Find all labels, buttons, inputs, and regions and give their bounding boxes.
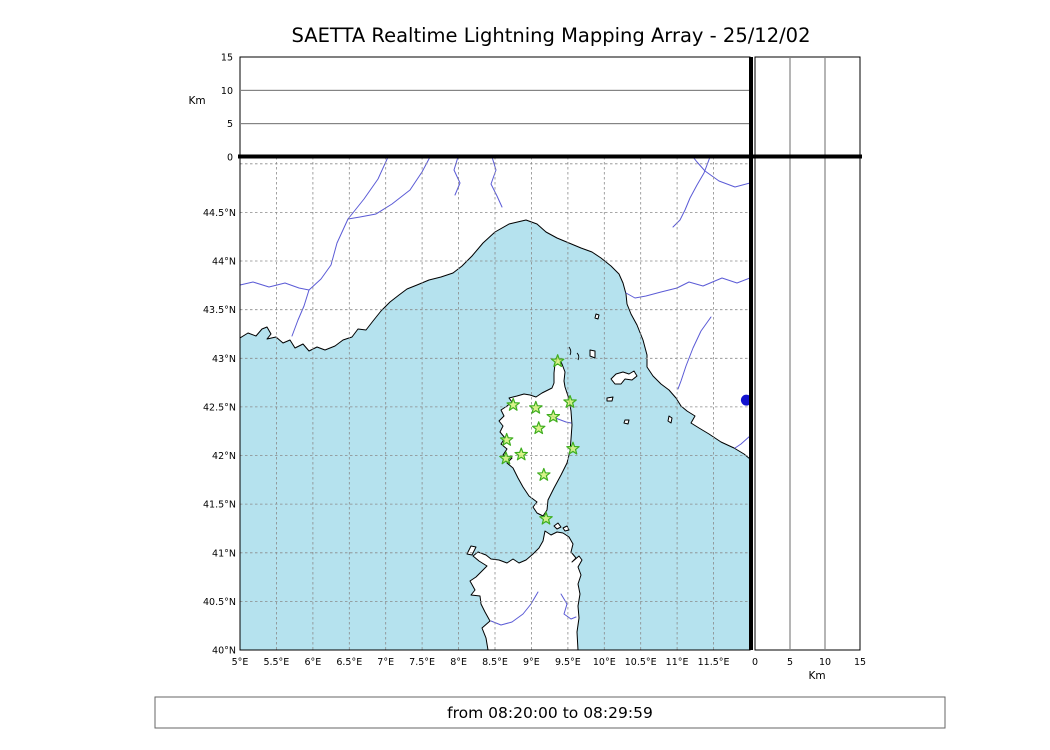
lon-ticks: 5°E 5.5°E 6°E 6.5°E 7°E 7.5°E 8°E 8.5°E 9°E 9.5°E… [232, 657, 730, 668]
lon-tick-label: 5°E [232, 657, 249, 668]
island-maddalena [553, 522, 562, 530]
lon-tick-label: 8.5°E [482, 657, 508, 668]
lon-tick-label: 5.5°E [263, 657, 289, 668]
island-montecristo [623, 419, 630, 425]
river-line [677, 316, 712, 390]
lon-tick-label: 9.5°E [555, 657, 581, 668]
right-altitude-panel [754, 56, 861, 651]
lon-tick-label: 10°E [593, 657, 616, 668]
top-altitude-tick-label: 5 [227, 119, 233, 130]
river-line [560, 593, 577, 620]
station-marker [539, 511, 553, 525]
lon-tick-label: 11°E [666, 657, 689, 668]
islet-mark [576, 352, 580, 361]
top-altitude-tick-label: 10 [221, 86, 233, 97]
marker-layer [740, 394, 750, 406]
stations-layer [499, 354, 580, 525]
km-label-right: Km [808, 670, 825, 682]
station-marker [529, 400, 543, 414]
island-asinara [466, 545, 477, 556]
lat-tick-label: 41.5°N [203, 500, 236, 511]
island-pianosa [606, 396, 614, 402]
island-capraia [589, 349, 596, 359]
island-elba [610, 370, 638, 385]
station-marker [499, 451, 513, 465]
station-marker [537, 467, 551, 481]
station-marker [514, 447, 529, 461]
river-line [490, 157, 503, 208]
station-marker [546, 409, 561, 423]
river-line [692, 157, 750, 188]
station-marker [499, 432, 514, 446]
coastline-mainland [240, 157, 750, 460]
lon-tick-label: 6.5°E [336, 657, 362, 668]
right-panel-ticks: 0 5 10 15 [752, 657, 866, 668]
station-marker [531, 421, 546, 435]
coastline-sardinia [469, 530, 583, 650]
page-title: SAETTA Realtime Lightning Mapping Array … [292, 24, 811, 47]
rivers [240, 157, 750, 626]
river-line [734, 435, 750, 449]
island-gorgona [594, 313, 600, 320]
event-marker-dot [740, 394, 750, 406]
river-line [240, 281, 310, 291]
map-grid [240, 157, 750, 650]
thick-separator-vertical [749, 57, 753, 650]
right-altitude-tick-label: 10 [819, 657, 831, 668]
top-panel-ticks: 0 5 10 15 [221, 53, 233, 164]
thick-separator-horizontal [238, 154, 862, 159]
top-altitude-panel [239, 56, 751, 158]
lat-ticks: 44.5°N 44°N 43.5°N 43°N 42.5°N 42°N 41.5°N 41°N… [203, 208, 236, 657]
landmasses [240, 157, 750, 650]
km-label-top: Km [188, 95, 205, 107]
top-panel-box [239, 56, 751, 158]
footer: from 08:20:00 to 08:29:59 [154, 696, 946, 729]
lon-tick-label: 7°E [377, 657, 394, 668]
lat-tick-label: 43.5°N [203, 305, 236, 316]
river-line [490, 591, 539, 626]
lon-tick-label: 7.5°E [409, 657, 435, 668]
tick-labels: 0 5 10 15 Km 44.5°N 44°N 43.5°N 43°N 42.5°N 42°N… [188, 53, 866, 683]
lat-tick-label: 42°N [212, 451, 236, 462]
station-marker [566, 441, 580, 455]
lat-tick-label: 43°N [212, 354, 236, 365]
lon-tick-label: 10.5°E [625, 657, 657, 668]
station-marker [563, 394, 577, 408]
lon-tick-label: 11.5°E [698, 657, 730, 668]
coastline-corsica [498, 356, 573, 517]
right-panel-box [754, 56, 861, 651]
footer-text: from 08:20:00 to 08:29:59 [447, 704, 653, 722]
lon-tick-label: 9°E [523, 657, 540, 668]
lat-tick-label: 42.5°N [203, 402, 236, 413]
river-line [672, 157, 711, 228]
lat-tick-label: 44°N [212, 257, 236, 268]
lat-tick-label: 40.5°N [203, 597, 236, 608]
footer-box [154, 696, 946, 729]
top-panel-grid [241, 89, 749, 125]
lat-tick-label: 44.5°N [203, 208, 236, 219]
top-altitude-tick-label: 15 [221, 53, 233, 64]
lat-tick-label: 40°N [212, 646, 236, 657]
lat-tick-label: 41°N [212, 548, 236, 559]
coast-details [568, 346, 580, 361]
right-altitude-tick-label: 5 [787, 657, 793, 668]
right-altitude-tick-label: 0 [752, 657, 758, 668]
islet-mark [568, 346, 572, 356]
top-altitude-tick-label: 0 [227, 153, 233, 164]
station-marker [506, 397, 520, 411]
station-marker [550, 354, 565, 368]
right-altitude-tick-label: 15 [854, 657, 866, 668]
lon-tick-label: 6°E [305, 657, 322, 668]
river-line [291, 157, 389, 337]
map-panel [240, 157, 750, 650]
lon-tick-label: 8°E [450, 657, 467, 668]
island-giglio [667, 415, 673, 424]
